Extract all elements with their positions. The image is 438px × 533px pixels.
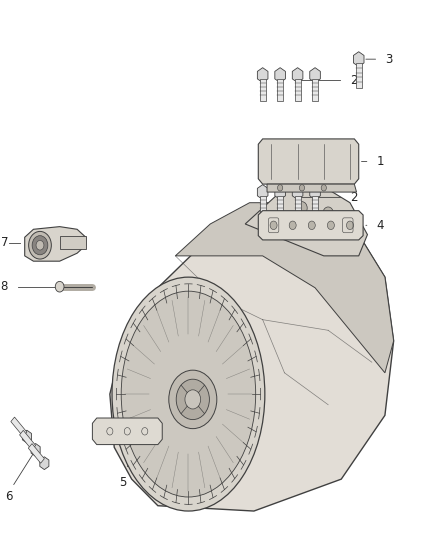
Circle shape: [323, 207, 333, 220]
Circle shape: [28, 231, 51, 259]
Polygon shape: [92, 418, 162, 445]
Polygon shape: [312, 79, 318, 101]
Polygon shape: [277, 196, 283, 218]
Circle shape: [176, 379, 209, 419]
Circle shape: [270, 221, 277, 230]
Circle shape: [55, 281, 64, 292]
Circle shape: [271, 212, 281, 225]
Circle shape: [289, 221, 296, 230]
Text: 7: 7: [1, 236, 8, 249]
Polygon shape: [310, 184, 320, 199]
Polygon shape: [31, 443, 40, 456]
Polygon shape: [260, 196, 266, 218]
Circle shape: [321, 184, 326, 191]
Polygon shape: [258, 184, 268, 199]
Ellipse shape: [121, 291, 256, 497]
Circle shape: [297, 201, 307, 214]
Polygon shape: [277, 79, 283, 101]
Polygon shape: [312, 196, 318, 218]
Circle shape: [308, 221, 315, 230]
Polygon shape: [245, 181, 367, 256]
Circle shape: [278, 184, 283, 191]
Circle shape: [185, 390, 201, 409]
Circle shape: [36, 240, 44, 250]
Text: 3: 3: [385, 53, 392, 66]
Polygon shape: [25, 227, 86, 261]
Polygon shape: [22, 430, 32, 443]
Polygon shape: [60, 236, 86, 249]
Text: 5: 5: [119, 477, 127, 489]
Polygon shape: [267, 184, 357, 192]
Polygon shape: [310, 68, 320, 83]
Polygon shape: [292, 68, 303, 83]
Text: 2: 2: [350, 191, 357, 204]
Circle shape: [299, 184, 304, 191]
Polygon shape: [11, 417, 27, 437]
Polygon shape: [258, 68, 268, 83]
Text: 6: 6: [5, 490, 13, 503]
Text: 1: 1: [376, 155, 384, 168]
Circle shape: [346, 221, 353, 230]
Polygon shape: [294, 79, 300, 101]
Ellipse shape: [112, 277, 265, 511]
Polygon shape: [258, 139, 359, 184]
Polygon shape: [28, 443, 44, 463]
Circle shape: [327, 221, 334, 230]
Polygon shape: [292, 184, 303, 199]
Polygon shape: [260, 79, 266, 101]
Polygon shape: [275, 68, 286, 83]
Polygon shape: [20, 430, 35, 450]
Text: 4: 4: [376, 219, 384, 232]
Circle shape: [32, 236, 48, 255]
Text: 8: 8: [1, 280, 8, 293]
Polygon shape: [258, 211, 363, 240]
Polygon shape: [175, 203, 394, 373]
Circle shape: [169, 370, 217, 429]
Text: 2: 2: [350, 74, 357, 87]
Polygon shape: [110, 203, 394, 511]
Polygon shape: [275, 184, 286, 199]
Polygon shape: [356, 63, 362, 88]
Polygon shape: [40, 457, 49, 470]
Polygon shape: [294, 196, 300, 218]
Polygon shape: [353, 52, 364, 67]
